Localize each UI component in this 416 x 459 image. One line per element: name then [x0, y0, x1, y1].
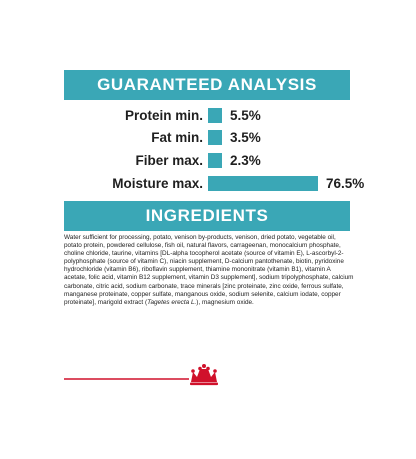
- analysis-row-protein: Protein min. 5.5%: [64, 105, 350, 127]
- ingredients-text-italic: Tagetes erecta L.: [147, 298, 197, 306]
- analysis-value: 5.5%: [230, 108, 261, 123]
- royal-crown-logo-icon: [190, 364, 218, 386]
- ingredients-text-main: Water sufficient for processing, potato,…: [64, 234, 354, 306]
- ingredients-text-end: ), magnesium oxide.: [196, 298, 254, 306]
- guaranteed-analysis-banner: GUARANTEED ANALYSIS: [64, 70, 350, 100]
- ingredients-text: Water sufficient for processing, potato,…: [64, 234, 354, 307]
- analysis-value: 3.5%: [230, 130, 261, 145]
- ingredients-banner: INGREDIENTS: [64, 201, 350, 231]
- analysis-bar: [208, 130, 222, 145]
- analysis-value: 2.3%: [230, 153, 261, 168]
- analysis-label: Fat min.: [151, 130, 203, 145]
- analysis-label: Moisture max.: [112, 176, 203, 191]
- analysis-label: Protein min.: [124, 108, 203, 123]
- analysis-bar: [208, 108, 222, 123]
- analysis-row-moisture: Moisture max. 76.5%: [64, 173, 364, 195]
- analysis-bar: [208, 153, 222, 168]
- brand-footer-line: [64, 364, 400, 386]
- analysis-bar: [208, 176, 318, 191]
- analysis-row-fiber: Fiber max. 2.3%: [64, 150, 350, 172]
- analysis-label: Fiber max.: [135, 153, 203, 168]
- analysis-row-fat: Fat min. 3.5%: [64, 127, 350, 149]
- analysis-value: 76.5%: [326, 176, 365, 191]
